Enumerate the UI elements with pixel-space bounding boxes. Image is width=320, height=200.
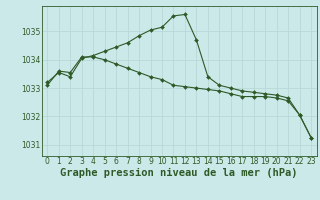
X-axis label: Graphe pression niveau de la mer (hPa): Graphe pression niveau de la mer (hPa) (60, 168, 298, 178)
